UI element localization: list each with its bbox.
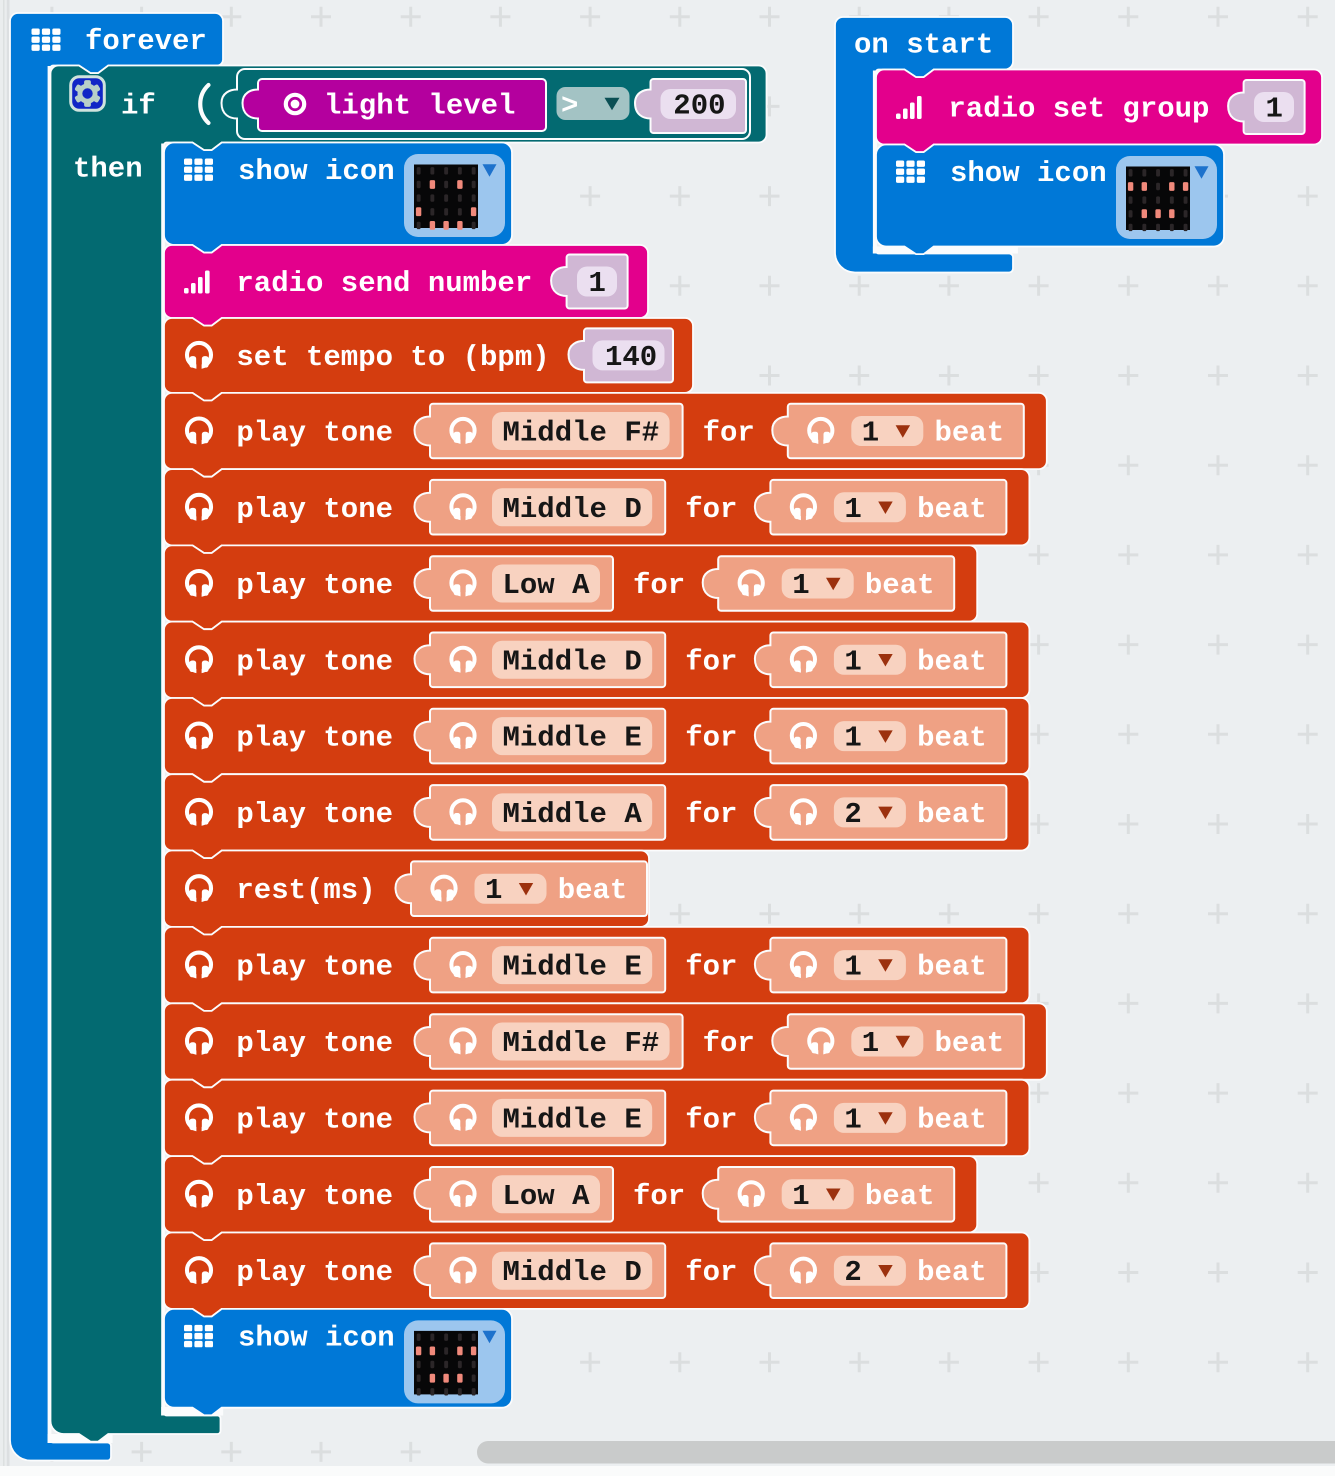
svg-text:Middle E: Middle E xyxy=(503,1103,642,1136)
svg-text:1: 1 xyxy=(844,645,861,678)
svg-text:for: for xyxy=(633,569,685,602)
svg-text:1: 1 xyxy=(844,951,861,984)
svg-text:for: for xyxy=(685,493,737,526)
svg-text:play tone: play tone xyxy=(236,722,393,755)
svg-text:1: 1 xyxy=(862,417,879,450)
svg-text:2: 2 xyxy=(844,1256,861,1289)
svg-text:Middle D: Middle D xyxy=(503,1256,642,1289)
svg-text:beat: beat xyxy=(917,1103,987,1136)
svg-text:if: if xyxy=(121,90,156,123)
svg-text:Middle D: Middle D xyxy=(503,645,642,678)
svg-text:rest(ms): rest(ms) xyxy=(236,874,375,907)
svg-text:1: 1 xyxy=(844,722,861,755)
svg-text:Low A: Low A xyxy=(503,1180,591,1213)
svg-text:show icon: show icon xyxy=(238,1321,395,1354)
svg-text:for: for xyxy=(685,951,737,984)
svg-text:beat: beat xyxy=(935,1027,1005,1060)
svg-text:1: 1 xyxy=(485,874,502,907)
svg-text:200: 200 xyxy=(673,90,725,123)
svg-text:Middle E: Middle E xyxy=(503,722,642,755)
svg-text:beat: beat xyxy=(558,874,628,907)
svg-text:beat: beat xyxy=(917,493,987,526)
svg-text:beat: beat xyxy=(917,798,987,831)
svg-text:show icon: show icon xyxy=(950,157,1107,190)
svg-text:for: for xyxy=(685,1256,737,1289)
svg-text:beat: beat xyxy=(935,417,1005,450)
svg-text:beat: beat xyxy=(917,645,987,678)
svg-text:140: 140 xyxy=(605,341,657,374)
svg-text:on start: on start xyxy=(854,29,993,62)
svg-text:1: 1 xyxy=(589,267,606,300)
svg-text:1: 1 xyxy=(792,569,809,602)
svg-text:play tone: play tone xyxy=(236,1027,393,1060)
svg-text:1: 1 xyxy=(862,1027,879,1060)
svg-text:Middle E: Middle E xyxy=(503,951,642,984)
svg-text:radio send number: radio send number xyxy=(236,267,532,300)
svg-text:play tone: play tone xyxy=(236,493,393,526)
svg-text:for: for xyxy=(633,1180,685,1213)
svg-text:show icon: show icon xyxy=(238,155,395,188)
svg-text:play tone: play tone xyxy=(236,798,393,831)
svg-text:1: 1 xyxy=(1266,93,1283,126)
svg-text:Middle D: Middle D xyxy=(503,493,642,526)
svg-text:1: 1 xyxy=(792,1180,809,1213)
svg-text:1: 1 xyxy=(844,493,861,526)
svg-text:for: for xyxy=(685,645,737,678)
svg-text:beat: beat xyxy=(917,722,987,755)
svg-text:for: for xyxy=(703,1027,755,1060)
svg-text:play tone: play tone xyxy=(236,1103,393,1136)
svg-text:beat: beat xyxy=(917,1256,987,1289)
svg-text:play tone: play tone xyxy=(236,569,393,602)
svg-text:>: > xyxy=(561,90,578,123)
svg-text:play tone: play tone xyxy=(236,417,393,450)
svg-text:forever: forever xyxy=(85,25,207,58)
svg-text:Low A: Low A xyxy=(503,569,591,602)
svg-text:light level: light level xyxy=(324,90,515,123)
svg-text:radio set group: radio set group xyxy=(948,93,1209,126)
svg-text:set tempo to (bpm): set tempo to (bpm) xyxy=(236,341,549,374)
svg-text:beat: beat xyxy=(865,1180,935,1213)
svg-text:beat: beat xyxy=(865,569,935,602)
svg-text:Middle F#: Middle F# xyxy=(503,417,660,450)
svg-text:play tone: play tone xyxy=(236,1180,393,1213)
svg-text:beat: beat xyxy=(917,951,987,984)
svg-text:then: then xyxy=(73,153,143,186)
svg-text:Middle A: Middle A xyxy=(503,798,643,831)
svg-text:play tone: play tone xyxy=(236,645,393,678)
svg-text:for: for xyxy=(685,722,737,755)
svg-text:play tone: play tone xyxy=(236,951,393,984)
svg-text:2: 2 xyxy=(844,798,861,831)
svg-text:play tone: play tone xyxy=(236,1256,393,1289)
svg-text:1: 1 xyxy=(844,1103,861,1136)
svg-text:for: for xyxy=(685,1103,737,1136)
svg-text:for: for xyxy=(685,798,737,831)
svg-text:Middle F#: Middle F# xyxy=(503,1027,660,1060)
svg-text:for: for xyxy=(703,417,755,450)
